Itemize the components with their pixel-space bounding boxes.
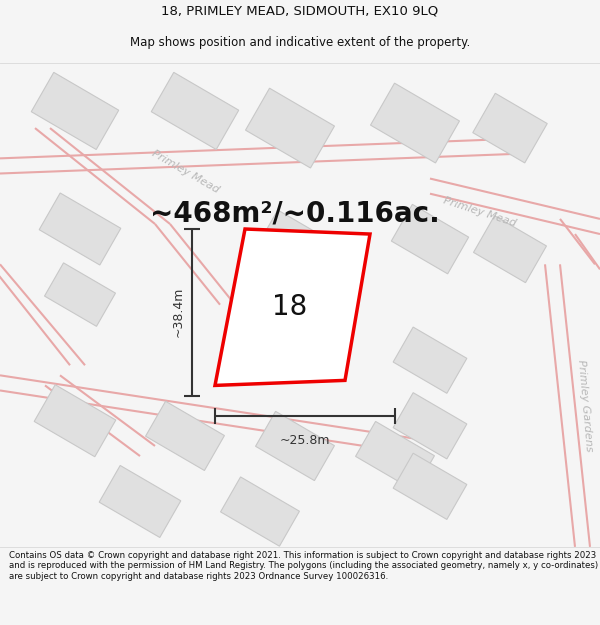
Polygon shape bbox=[393, 327, 467, 393]
Text: Primley Mead: Primley Mead bbox=[442, 196, 518, 228]
Polygon shape bbox=[250, 210, 330, 288]
Text: 18: 18 bbox=[272, 292, 308, 321]
Text: Map shows position and indicative extent of the property.: Map shows position and indicative extent… bbox=[130, 36, 470, 49]
Polygon shape bbox=[256, 411, 334, 481]
Polygon shape bbox=[393, 392, 467, 459]
Polygon shape bbox=[146, 401, 224, 471]
Polygon shape bbox=[215, 229, 370, 386]
Polygon shape bbox=[393, 453, 467, 519]
Polygon shape bbox=[34, 385, 116, 457]
Polygon shape bbox=[99, 466, 181, 538]
Text: ~25.8m: ~25.8m bbox=[280, 434, 330, 447]
Polygon shape bbox=[356, 421, 434, 491]
Polygon shape bbox=[221, 477, 299, 546]
Text: ~468m²/~0.116ac.: ~468m²/~0.116ac. bbox=[150, 200, 440, 228]
Text: Primley Gardens: Primley Gardens bbox=[576, 359, 594, 452]
Polygon shape bbox=[31, 72, 119, 149]
Polygon shape bbox=[473, 93, 547, 163]
Polygon shape bbox=[245, 88, 334, 168]
Polygon shape bbox=[391, 204, 469, 274]
Polygon shape bbox=[44, 263, 115, 326]
Text: Primley Mead: Primley Mead bbox=[149, 148, 220, 195]
Polygon shape bbox=[151, 72, 239, 149]
Polygon shape bbox=[473, 216, 547, 282]
Text: Contains OS data © Crown copyright and database right 2021. This information is : Contains OS data © Crown copyright and d… bbox=[9, 551, 598, 581]
Text: 18, PRIMLEY MEAD, SIDMOUTH, EX10 9LQ: 18, PRIMLEY MEAD, SIDMOUTH, EX10 9LQ bbox=[161, 5, 439, 18]
Polygon shape bbox=[371, 83, 460, 163]
Polygon shape bbox=[39, 193, 121, 265]
Text: ~38.4m: ~38.4m bbox=[172, 287, 185, 338]
